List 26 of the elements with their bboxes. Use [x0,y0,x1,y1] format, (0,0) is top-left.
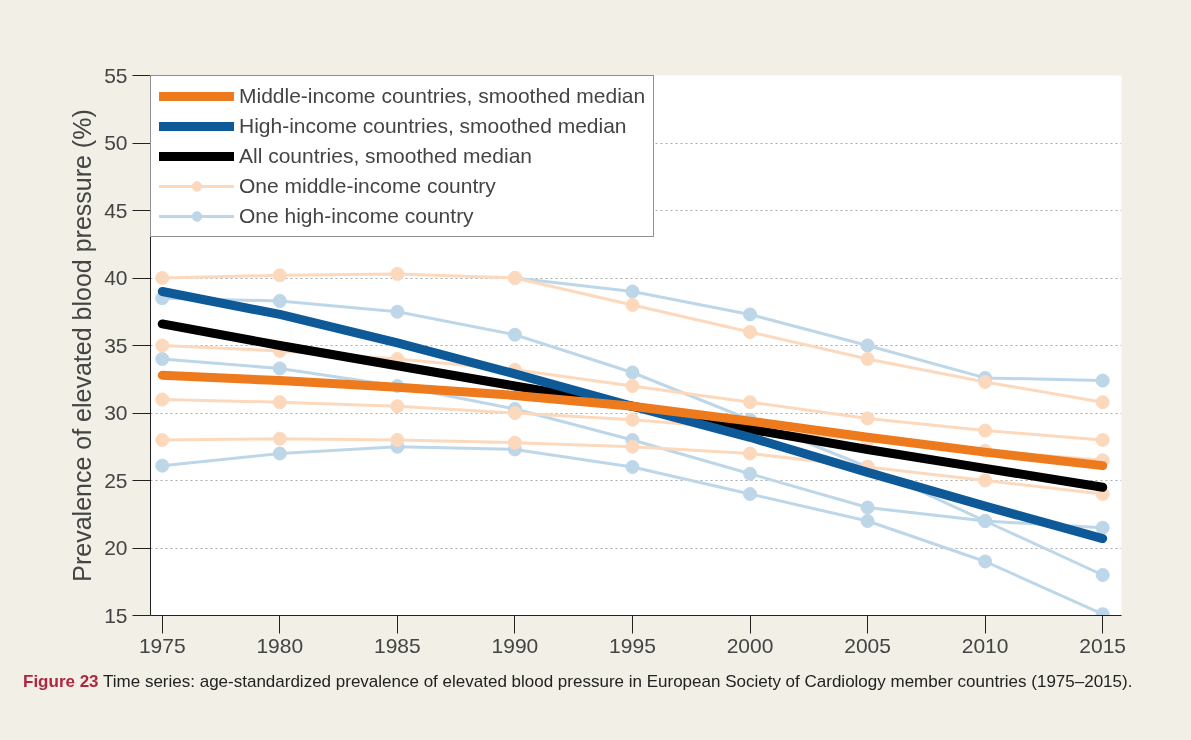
y-tick-label: 40 [104,266,128,289]
y-tick-label: 50 [104,131,128,154]
text: Time series: age-standardized prevalence of elevated blood pressure in European Society of Cardiology member countries (1975–2015). [103,672,1133,691]
legend-label: All countries, smoothed median [239,144,532,168]
x-tick-label: 2010 [961,633,1009,657]
x-tick-label: 1975 [138,633,186,657]
x-tick-label: 1990 [491,633,539,657]
y-tick-label: 35 [104,333,128,357]
legend-label: Middle-income countries, smoothed median [239,84,646,108]
x-tick-label: 2005 [844,633,891,657]
y-tick-label: 15 [104,603,128,627]
y-tick-label: 30 [104,401,128,424]
legend-label: One high-income country [239,204,474,228]
x-tick-label: 2000 [726,633,774,657]
y-tick-label: 45 [104,198,128,222]
y-tick-label: 55 [104,63,128,87]
y-tick-label: 25 [104,468,128,492]
x-tick-label: 2015 [1079,633,1127,657]
x-tick-label: 1985 [374,633,421,657]
x-tick-label: 1980 [256,633,304,657]
caption: Figure 23 [23,672,99,691]
legend-label: One middle-income country [239,174,496,198]
legend-label: High-income countries, smoothed median [239,114,627,138]
x-tick-label: 1995 [609,633,656,657]
y-axis-title: Prevalence of elevated blood pressure (%) [68,109,97,582]
y-tick-label: 20 [104,536,128,559]
